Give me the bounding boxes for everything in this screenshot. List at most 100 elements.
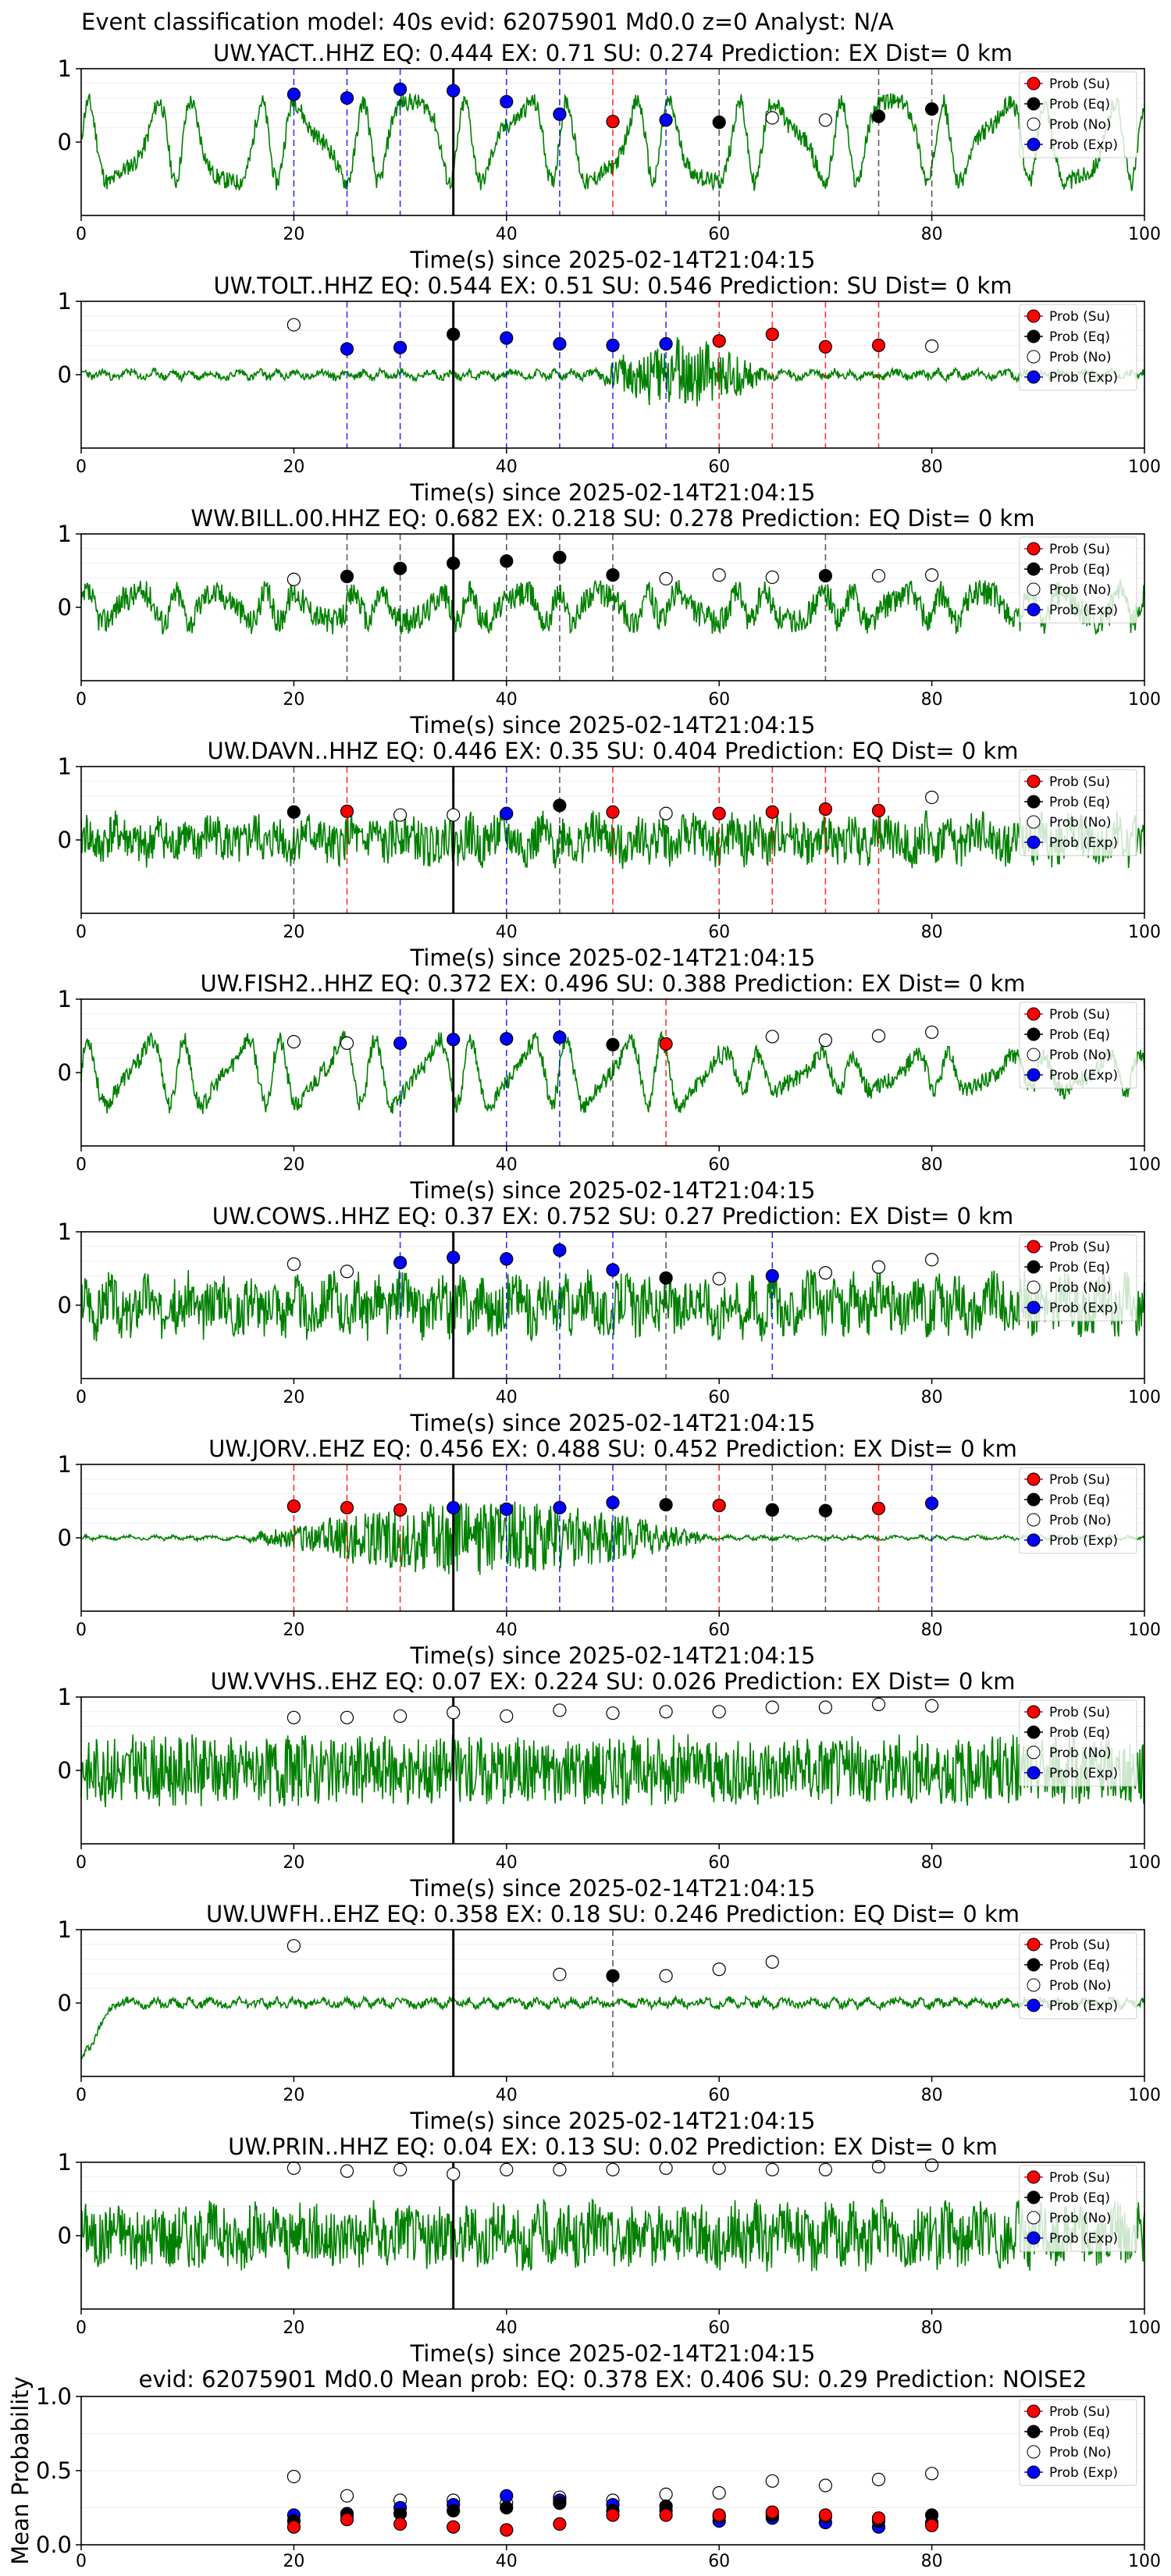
y-tick-label: 0 [58, 1292, 72, 1318]
x-tick-label: 80 [921, 690, 943, 710]
prob-point [606, 115, 620, 129]
x-tick-label: 20 [283, 2086, 304, 2105]
legend: Prob (Su) Prob (Eq) Prob (No) Prob (Exp) [1019, 1002, 1137, 1089]
prob-point [606, 2162, 620, 2176]
mean-prob-point [500, 2523, 514, 2537]
y-tick-label: 0 [58, 361, 72, 388]
x-tick-label: 0 [76, 1621, 87, 1640]
x-tick-label: 20 [283, 2552, 304, 2571]
legend-marker [1027, 562, 1041, 576]
legend-marker [1027, 117, 1041, 131]
prob-point [287, 1710, 301, 1724]
legend-label: Prob (Eq) [1049, 97, 1110, 112]
station-panel: UW.UWFH..EHZ EQ: 0.358 EX: 0.18 SU: 0.24… [58, 1901, 1161, 2134]
prob-point [924, 339, 939, 353]
x-tick-label: 20 [283, 1621, 304, 1640]
prob-point [340, 1036, 354, 1051]
prob-point [924, 1025, 939, 1039]
mean-prob-point [447, 2503, 461, 2517]
prob-point [447, 808, 461, 822]
panel-title: UW.JORV..EHZ EQ: 0.456 EX: 0.488 SU: 0.4… [208, 1436, 1017, 1462]
prob-point [606, 1969, 620, 1983]
legend-marker [1027, 542, 1041, 556]
x-tick-label: 0 [76, 2318, 87, 2338]
legend-marker [1027, 2170, 1041, 2184]
legend-frame [1019, 1932, 1137, 2019]
prob-point [553, 1243, 567, 1258]
y-tick-label: 0 [58, 594, 72, 621]
y-tick-label: 0.0 [36, 2532, 72, 2558]
station-panel: UW.FISH2..HHZ EQ: 0.372 EX: 0.496 SU: 0.… [58, 970, 1161, 1204]
mean-prob-point [712, 2508, 726, 2522]
prob-point [818, 340, 833, 354]
x-axis-label: Time(s) since 2025-02-14T21:04:15 [410, 1410, 816, 1436]
x-tick-label: 40 [496, 1388, 518, 1407]
x-tick-label: 0 [76, 457, 87, 477]
legend-label: Prob (Exp) [1049, 835, 1118, 851]
prob-point [287, 318, 301, 332]
prob-point [393, 2162, 408, 2176]
y-tick-label: 0 [58, 1990, 72, 2016]
x-axis-label: Time(s) since 2025-02-14T21:04:15 [410, 1642, 816, 1669]
prob-point [712, 806, 726, 820]
prob-point [447, 2167, 461, 2181]
prob-point [340, 804, 354, 818]
prob-point [606, 568, 620, 582]
legend-marker [1027, 76, 1041, 91]
legend-frame [1019, 304, 1137, 391]
legend-label: Prob (Exp) [1049, 1533, 1118, 1549]
y-tick-label: 1.0 [36, 2383, 72, 2410]
y-tick-label: 1 [58, 753, 72, 780]
prob-point [659, 1969, 673, 1983]
prob-point [553, 1967, 567, 1981]
legend-marker [1027, 603, 1041, 617]
panel-title: evid: 62075901 Md0.0 Mean prob: EQ: 0.37… [139, 2366, 1087, 2393]
prob-point [606, 805, 620, 819]
x-axis-label: Time(s) since 2025-02-14T21:04:15 [410, 945, 816, 971]
x-tick-label: 80 [921, 923, 943, 942]
prob-point [500, 1709, 514, 1724]
station-panel: UW.COWS..HHZ EQ: 0.37 EX: 0.752 SU: 0.27… [58, 1203, 1161, 1436]
legend-marker [1027, 350, 1041, 364]
legend-label: Prob (Exp) [1049, 2465, 1118, 2481]
mean-prob-point [553, 2496, 567, 2510]
prob-point [340, 1710, 354, 1724]
legend-label: Prob (Su) [1049, 1240, 1110, 1255]
x-tick-label: 40 [496, 1621, 518, 1640]
mean-prob-point [606, 2508, 620, 2522]
mean-prob-point [500, 2489, 514, 2503]
panel-title: UW.YACT..HHZ EQ: 0.444 EX: 0.71 SU: 0.27… [213, 40, 1013, 66]
legend-label: Prob (Exp) [1049, 1766, 1118, 1781]
mean-prob-point [340, 2489, 354, 2503]
y-tick-label: 1 [58, 288, 72, 315]
prob-point [393, 1255, 408, 1270]
prob-point [500, 1032, 514, 1046]
legend-label: Prob (Exp) [1049, 137, 1118, 153]
mean-prob-point [447, 2520, 461, 2534]
x-tick-label: 0 [76, 2552, 87, 2571]
prob-point [500, 806, 514, 820]
prob-point [393, 340, 408, 354]
prob-point [447, 556, 461, 571]
legend-label: Prob (Eq) [1049, 1493, 1110, 1508]
x-tick-label: 20 [283, 923, 304, 942]
prob-point [924, 568, 939, 582]
x-axis-label: Time(s) since 2025-02-14T21:04:15 [410, 479, 816, 506]
legend-marker [1027, 137, 1041, 151]
x-tick-label: 100 [1128, 1155, 1161, 1175]
legend-marker [1027, 1472, 1041, 1486]
waveform-trace [80, 1734, 1145, 1808]
x-tick-label: 80 [921, 2086, 943, 2105]
legend-marker [1027, 1280, 1041, 1294]
legend-marker [1027, 774, 1041, 788]
y-tick-label: 0 [58, 827, 72, 853]
prob-point [659, 113, 673, 127]
legend-marker [1027, 795, 1041, 809]
x-tick-label: 80 [921, 2318, 943, 2338]
legend-label: Prob (No) [1049, 350, 1112, 365]
prob-point [553, 799, 567, 813]
mean-prob-point [765, 2474, 779, 2488]
prob-point [871, 568, 886, 583]
prob-point [553, 1500, 567, 1515]
prob-point [818, 1700, 833, 1714]
